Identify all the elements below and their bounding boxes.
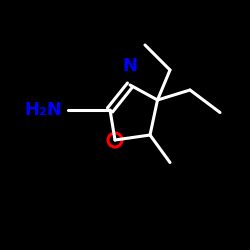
Text: H₂N: H₂N bbox=[24, 101, 62, 119]
Text: N: N bbox=[122, 57, 138, 75]
